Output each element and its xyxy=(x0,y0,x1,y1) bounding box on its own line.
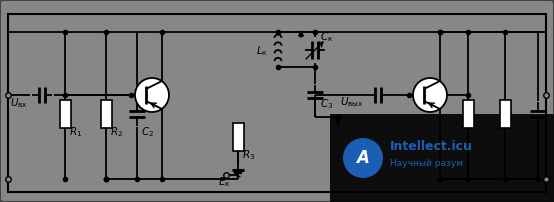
Text: $R_3$: $R_3$ xyxy=(242,148,255,162)
Text: $U_{\rm вых}$: $U_{\rm вых}$ xyxy=(340,95,363,109)
Text: $L_{\rm к}$: $L_{\rm к}$ xyxy=(256,44,268,58)
Circle shape xyxy=(135,78,169,112)
Bar xyxy=(100,100,111,128)
Circle shape xyxy=(413,78,447,112)
Bar xyxy=(500,100,510,128)
Text: A: A xyxy=(357,149,370,167)
Circle shape xyxy=(343,138,383,178)
Bar xyxy=(330,114,554,202)
Text: Научный разум: Научный разум xyxy=(390,160,463,168)
Text: $C_2$: $C_2$ xyxy=(141,125,154,139)
Text: $R_1$: $R_1$ xyxy=(69,125,82,139)
Bar xyxy=(59,100,70,128)
Text: $C_{\rm к}$: $C_{\rm к}$ xyxy=(320,30,334,44)
Text: Intellect.icu: Intellect.icu xyxy=(390,141,473,154)
Bar xyxy=(463,100,474,128)
Text: $C_3$: $C_3$ xyxy=(320,97,334,111)
Text: $R_2$: $R_2$ xyxy=(110,125,123,139)
Bar xyxy=(233,123,244,151)
Text: $E_{\rm к}$: $E_{\rm к}$ xyxy=(218,175,230,189)
Bar xyxy=(8,14,546,192)
Text: $U_{\rm вх}$: $U_{\rm вх}$ xyxy=(10,96,28,110)
